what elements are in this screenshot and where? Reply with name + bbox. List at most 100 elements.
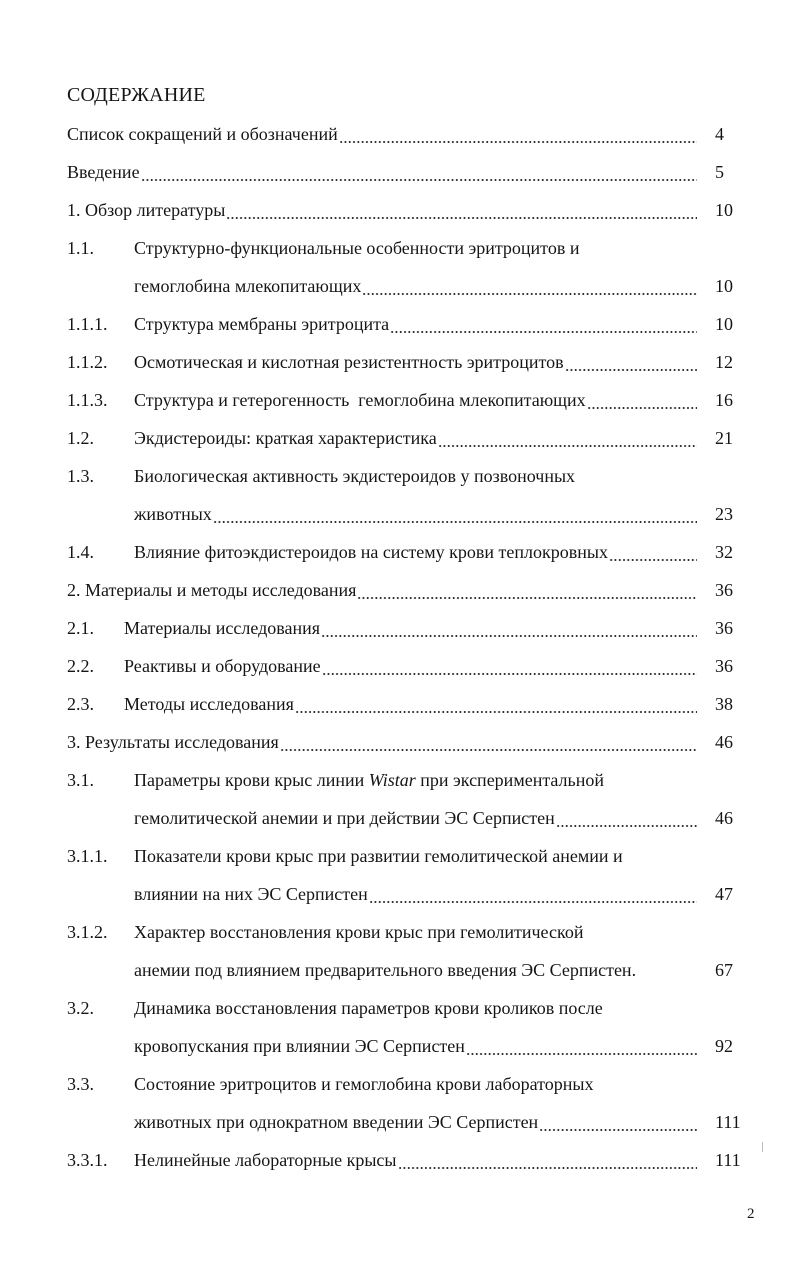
toc-entry-line: 3.2. Динамика восстановления параметров к… xyxy=(67,989,747,1027)
dot-leader xyxy=(609,533,697,571)
toc-entry-line: 2.2. Реактивы и оборудование 36 xyxy=(67,647,747,685)
dot-leader xyxy=(357,571,697,609)
dot-leader xyxy=(226,191,697,229)
toc-entry-line: 3.1.1. Показатели крови крыс при развитии… xyxy=(67,837,747,875)
dot-leader xyxy=(368,875,697,913)
page-reference: 38 xyxy=(715,694,733,714)
dot-leader xyxy=(539,1103,697,1141)
dot-leader xyxy=(586,381,697,419)
section-title: Биологическая активность экдистероидов у… xyxy=(134,466,576,486)
section-number: 1.1. xyxy=(67,238,94,258)
toc-entry-line: 3.1.2. Характер восстановления крови крыс… xyxy=(67,913,747,951)
section-title: Список сокращений и обозначений xyxy=(67,124,338,144)
section-number: 2.3. xyxy=(67,694,94,714)
section-number: 1.1.3. xyxy=(67,390,108,410)
section-title: Wistar xyxy=(368,770,416,790)
section-title: Материалы исследования xyxy=(124,618,321,638)
toc-title: СОДЕРЖАНИЕ xyxy=(67,84,206,106)
section-number: 3.3.1. xyxy=(67,1150,108,1170)
page-reference: 36 xyxy=(715,580,733,600)
section-number: 2.2. xyxy=(67,656,94,676)
dot-leader xyxy=(362,267,697,305)
toc-entry-line: 2.3. Методы исследования 38 xyxy=(67,685,747,723)
margin-mark xyxy=(762,1142,763,1152)
toc-entry-line: 3. Результаты исследования 46 xyxy=(67,723,747,761)
section-title: 2. Материалы и методы исследования xyxy=(67,580,357,600)
toc-entry-line: Введение 5 xyxy=(67,153,747,191)
page-reference: 21 xyxy=(715,428,733,448)
dot-leader xyxy=(294,685,697,723)
toc-entry-line: животных при однократном введении ЭС Сер… xyxy=(67,1103,747,1141)
dot-leader xyxy=(465,1027,697,1065)
section-title: животных при однократном введении ЭС Сер… xyxy=(134,1112,539,1132)
section-title: Нелинейные лабораторные крысы xyxy=(134,1150,397,1170)
dot-leader xyxy=(397,1141,697,1179)
toc-entry-line: 3.1. Параметры крови крыс линии Wistar пр… xyxy=(67,761,747,799)
dot-leader xyxy=(212,495,697,533)
section-title: влиянии на них ЭС Серпистен xyxy=(134,884,368,904)
section-title: 3. Результаты исследования xyxy=(67,732,279,752)
toc-entry-line: гемоглобина млекопитающих 10 xyxy=(67,267,747,305)
section-title: Структура мембраны эритроцита xyxy=(134,314,390,334)
section-title: Показатели крови крыс при развитии гемол… xyxy=(134,846,623,866)
section-title: кровопускания при влиянии ЭС Серпистен xyxy=(134,1036,465,1056)
toc-entry-line: влиянии на них ЭС Серпистен 47 xyxy=(67,875,747,913)
section-title: Введение xyxy=(67,162,140,182)
dot-leader xyxy=(279,723,697,761)
toc-entry-line: 1. Обзор литературы 10 xyxy=(67,191,747,229)
toc-entry-line: кровопускания при влиянии ЭС Серпистен 92 xyxy=(67,1027,747,1065)
section-number: 3.1. xyxy=(67,770,94,790)
toc-entry-line: 2. Материалы и методы исследования 36 xyxy=(67,571,747,609)
section-number: 1.1.2. xyxy=(67,352,108,372)
page-reference: 36 xyxy=(715,656,733,676)
section-number: 1.3. xyxy=(67,466,94,486)
section-title: Динамика восстановления параметров крови… xyxy=(134,998,603,1018)
section-title: анемии под влиянием предварительного вве… xyxy=(134,960,637,980)
toc-entry-line: 1.1.1. Структура мембраны эритроцита 10 xyxy=(67,305,747,343)
dot-leader xyxy=(140,153,697,191)
section-title: Состояние эритроцитов и гемоглобина кров… xyxy=(134,1074,594,1094)
toc-entry-line: 3.3. Состояние эритроцитов и гемоглобина … xyxy=(67,1065,747,1103)
dot-leader xyxy=(321,647,697,685)
section-title: Экдистероиды: краткая характеристика xyxy=(134,428,437,448)
dot-leader xyxy=(564,343,697,381)
table-of-contents: Список сокращений и обозначений 4 Введение… xyxy=(67,115,747,1179)
section-title: Осмотическая и кислотная резистентность … xyxy=(134,352,564,372)
toc-entry-line: Список сокращений и обозначений 4 xyxy=(67,115,747,153)
toc-entry-line: 1.2. Экдистероиды: краткая характеристика… xyxy=(67,419,747,457)
section-number: 2.1. xyxy=(67,618,94,638)
page-reference: 12 xyxy=(715,352,733,372)
section-number: 1.4. xyxy=(67,542,94,562)
section-title: гемолитической анемии и при действии ЭС … xyxy=(134,808,555,828)
dot-leader xyxy=(390,305,697,343)
page-number: 2 xyxy=(747,1206,755,1222)
page-reference: 67 xyxy=(715,960,733,980)
page-reference: 23 xyxy=(715,504,733,524)
page-reference: 92 xyxy=(715,1036,733,1056)
section-number: 1.1.1. xyxy=(67,314,108,334)
page-reference: 36 xyxy=(715,618,733,638)
page-reference: 4 xyxy=(715,124,724,144)
page-reference: 47 xyxy=(715,884,733,904)
toc-entry-line: 1.1. Структурно-функциональные особенност… xyxy=(67,229,747,267)
section-title: гемоглобина млекопитающих xyxy=(134,276,362,296)
toc-entry-line: 2.1. Материалы исследования 36 xyxy=(67,609,747,647)
section-number: 3.1.2. xyxy=(67,922,108,942)
page-reference: 46 xyxy=(715,808,733,828)
toc-entry-line: 1.1.3. Структура и гетерогенность гемогло… xyxy=(67,381,747,419)
section-number: 3.3. xyxy=(67,1074,94,1094)
page-reference: 10 xyxy=(715,200,733,220)
section-title: Влияние фитоэкдистероидов на систему кро… xyxy=(134,542,608,562)
toc-entry-line: 1.3. Биологическая активность экдистероид… xyxy=(67,457,747,495)
toc-entry-line: гемолитической анемии и при действии ЭС … xyxy=(67,799,747,837)
section-title: Структура и гетерогенность гемоглобина м… xyxy=(134,390,586,410)
toc-entry-line: 3.3.1. Нелинейные лабораторные крысы 111 xyxy=(67,1141,747,1179)
dot-leader xyxy=(555,799,697,837)
page-reference: 10 xyxy=(715,276,733,296)
toc-entry-line: 1.1.2. Осмотическая и кислотная резистент… xyxy=(67,343,747,381)
section-title: Реактивы и оборудование xyxy=(124,656,321,676)
page-reference: 16 xyxy=(715,390,733,410)
page-reference: 111 xyxy=(715,1112,741,1132)
page-reference: 10 xyxy=(715,314,733,334)
page-reference: 5 xyxy=(715,162,724,182)
